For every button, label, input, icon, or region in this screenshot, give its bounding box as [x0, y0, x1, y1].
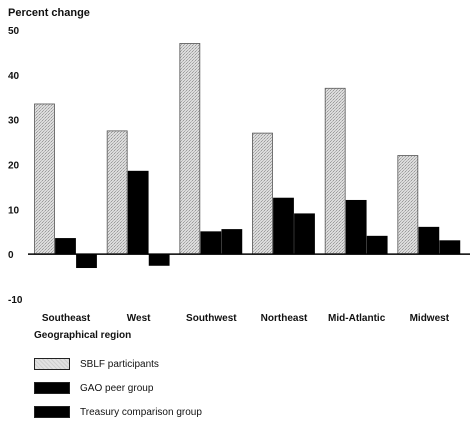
legend-label-gao: GAO peer group: [80, 382, 154, 394]
x-tick-label: Northeast: [261, 313, 308, 324]
bar-southeast-series-1: [55, 238, 76, 255]
bar-midwest-series-2: [439, 240, 461, 255]
bar-mid-atlantic-series-1: [345, 199, 367, 255]
bar-southwest-series-0: [179, 43, 201, 255]
bar-west-series-1: [127, 170, 149, 255]
y-tick-label: -10: [8, 295, 23, 306]
legend-item-gao: GAO peer group: [34, 380, 202, 396]
legend-item-treasury: Treasury comparison group: [34, 404, 202, 420]
bars: [34, 43, 461, 269]
bar-midwest-series-1: [418, 226, 440, 255]
y-axis-title: Percent change: [8, 7, 90, 19]
y-tick-label: 0: [8, 250, 14, 261]
bar-west-series-0: [106, 130, 128, 255]
bar-midwest-series-0: [397, 155, 419, 255]
legend-label-sblf: SBLF participants: [80, 358, 159, 370]
legend-swatch-sblf: [34, 358, 70, 370]
x-tick-label: Midwest: [410, 313, 450, 324]
y-tick-label: 40: [8, 71, 20, 82]
legend-label-treasury: Treasury comparison group: [80, 406, 202, 418]
legend-swatch-treasury: [34, 406, 70, 418]
y-tick-label: 10: [8, 205, 20, 216]
bar-southwest-series-1: [200, 231, 222, 255]
y-tick-label: 30: [8, 116, 20, 127]
y-tick-label: 20: [8, 161, 20, 172]
bar-mid-atlantic-series-2: [366, 235, 388, 255]
bar-mid-atlantic-series-0: [324, 87, 346, 255]
bar-southwest-series-2: [221, 229, 243, 255]
bar-west-series-2: [148, 253, 170, 266]
bar-southeast-series-2: [76, 253, 97, 269]
x-tick-label: Mid-Atlantic: [328, 313, 386, 324]
x-tick-label: Southwest: [186, 313, 237, 324]
legend-swatch-gao: [34, 382, 70, 394]
x-tick-label: Southeast: [42, 313, 91, 324]
bar-northeast-series-2: [294, 213, 315, 255]
x-tick-label: West: [127, 313, 151, 324]
x-axis-title: Geographical region: [34, 330, 131, 341]
bar-northeast-series-0: [252, 132, 273, 255]
x-tick-labels: Southeast West Southwest Northeast Mid-Atlan…: [42, 313, 450, 324]
bar-southeast-series-0: [34, 103, 55, 255]
bar-northeast-series-1: [273, 197, 294, 255]
legend-item-sblf: SBLF participants: [34, 356, 202, 372]
legend: SBLF participants GAO peer group Treasur…: [34, 356, 202, 428]
y-tick-label: 50: [8, 26, 20, 37]
y-tick-labels: 50 40 30 20 10 0 -10: [8, 26, 23, 306]
